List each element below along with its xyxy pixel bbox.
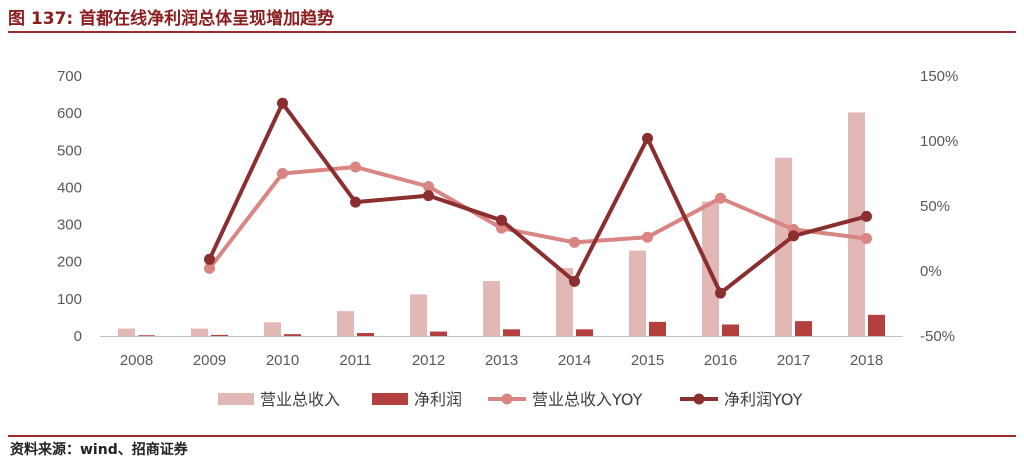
profit-yoy-point: [715, 287, 726, 299]
x-axis: 2008 2009 2010 2011 2012 2013 2014 2015 2016 2017…: [100, 336, 903, 369]
revenue-bar: [337, 311, 354, 336]
revenue-bar: [848, 112, 865, 337]
revenue-yoy-point: [204, 262, 215, 274]
profit-yoy-point: [642, 132, 653, 144]
revenue-yoy-line: [204, 161, 872, 274]
right-tick-label: -50%: [920, 328, 955, 345]
left-tick-label: 300: [57, 217, 82, 234]
legend-label: 营业总收入: [260, 390, 340, 409]
profit-bars: [138, 314, 885, 336]
legend-marker: [501, 393, 513, 405]
legend-label: 净利润YOY: [724, 390, 803, 409]
legend: 营业总收入 净利润 营业总收入YOY 净利润YOY: [218, 390, 803, 409]
x-tick-label: 2014: [558, 352, 591, 369]
left-tick-label: 500: [57, 142, 82, 159]
profit-yoy-point: [788, 230, 799, 242]
x-tick-label: 2016: [704, 352, 737, 369]
revenue-bar: [264, 322, 281, 336]
revenue-yoy-path: [207, 165, 867, 270]
revenue-yoy-point: [277, 168, 288, 179]
profit-bar: [430, 331, 447, 336]
revenue-bar: [483, 281, 500, 336]
profit-yoy-point: [569, 275, 580, 287]
revenue-bar: [775, 157, 792, 336]
source-note: 资料来源：wind、招商证券: [10, 442, 188, 458]
left-tick-label: 400: [57, 179, 82, 196]
profit-bar: [357, 333, 374, 336]
right-axis: -50% 0% 50% 100% 150%: [920, 68, 958, 345]
revenue-bar: [118, 328, 135, 336]
profit-bar: [211, 334, 228, 336]
profit-yoy-point: [277, 97, 288, 109]
profit-bar: [868, 314, 885, 336]
profit-bar: [722, 324, 739, 336]
x-tick-label: 2012: [412, 352, 445, 369]
legend-swatch: [218, 393, 254, 405]
profit-yoy-point: [204, 253, 215, 265]
revenue-yoy-point: [350, 161, 361, 173]
profit-yoy-line: [204, 97, 872, 299]
right-tick-label: 100%: [920, 133, 958, 150]
profit-bar: [576, 329, 593, 336]
left-tick-label: 100: [57, 291, 82, 308]
profit-bar: [284, 334, 301, 336]
x-tick-label: 2011: [339, 352, 371, 369]
legend-marker: [693, 393, 705, 405]
right-tick-label: 0%: [920, 263, 942, 280]
profit-bar: [503, 329, 520, 336]
legend-label: 净利润: [414, 390, 462, 409]
right-tick-label: 50%: [920, 198, 950, 215]
profit-yoy-path: [207, 101, 868, 296]
right-tick-label: 150%: [920, 68, 958, 85]
left-tick-label: 0: [74, 328, 82, 345]
profit-yoy-point: [496, 214, 507, 226]
revenue-yoy-point: [423, 181, 434, 192]
legend-swatch: [372, 393, 408, 405]
figure-title: 图 137: 首都在线净利润总体呈现增加趋势: [8, 9, 335, 29]
x-tick-label: 2009: [193, 352, 226, 369]
left-tick-label: 200: [57, 254, 82, 271]
profit-bar: [138, 335, 155, 336]
revenue-bar: [629, 250, 646, 336]
revenue-bar: [556, 268, 573, 336]
profit-yoy-point: [423, 190, 434, 202]
footer-divider: [8, 435, 1016, 437]
revenue-yoy-point: [715, 192, 726, 204]
x-tick-label: 2013: [485, 352, 518, 369]
x-tick-label: 2010: [266, 352, 299, 369]
profit-bar: [649, 321, 666, 336]
revenue-yoy-point: [569, 236, 580, 248]
revenue-yoy-point: [496, 222, 507, 234]
revenue-bar: [191, 328, 208, 336]
revenue-bar: [410, 294, 427, 336]
legend-label: 营业总收入YOY: [532, 390, 643, 409]
x-tick-label: 2008: [120, 352, 153, 369]
revenue-yoy-point: [861, 233, 872, 244]
revenue-yoy-point: [642, 231, 653, 243]
title-divider: [8, 31, 1016, 33]
profit-bar: [795, 321, 812, 336]
x-tick-label: 2018: [850, 352, 883, 369]
x-tick-label: 2015: [631, 352, 664, 369]
x-tick-label: 2017: [777, 352, 810, 369]
left-tick-label: 600: [57, 105, 82, 122]
left-axis: 0 100 200 300 400 500 600 700: [57, 68, 82, 345]
left-tick-label: 700: [57, 68, 82, 85]
profit-yoy-point: [861, 210, 872, 222]
profit-yoy-point: [350, 196, 361, 208]
